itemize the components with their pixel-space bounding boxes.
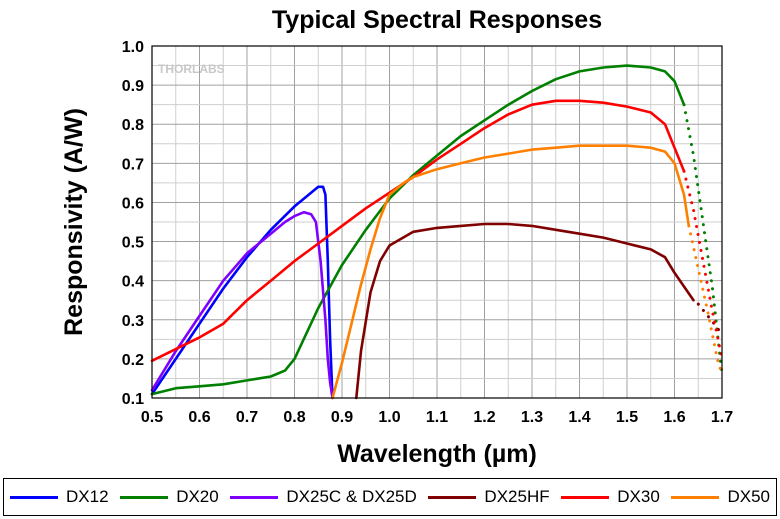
legend-item: DX12 <box>10 487 109 507</box>
x-tick-labels: 0.5 0.6 0.7 0.8 0.9 1.0 1.1 1.2 1.3 1.4 1.5 1.6 1.7 <box>141 409 733 426</box>
spectral-response-chart: Typical Spectral Responses THORLABS 0.5 0… <box>60 6 733 468</box>
x-tick-label: 1.6 <box>663 409 685 426</box>
chart-grid <box>151 45 723 399</box>
x-tick-label: 1.1 <box>426 409 448 426</box>
legend-swatch <box>120 495 169 499</box>
x-tick-label: 0.9 <box>331 409 353 426</box>
legend-label: DX50 <box>727 487 770 506</box>
legend-swatch <box>671 495 720 499</box>
x-tick-label: 1.7 <box>711 409 733 426</box>
plot-frame <box>151 45 723 399</box>
watermark-logo: THORLABS <box>158 62 225 76</box>
series-line-dx25hf <box>354 222 695 400</box>
series-line-dx30-dotted-tail <box>682 169 724 361</box>
legend-swatch <box>230 495 279 499</box>
x-tick-label: 1.5 <box>616 409 638 426</box>
legend-item: DX30 <box>561 487 660 507</box>
legend-swatch <box>428 495 477 499</box>
legend-label: DX30 <box>617 487 660 506</box>
legend-label: DX25C & DX25D <box>286 487 417 506</box>
series-line-dx50 <box>331 144 691 400</box>
y-tick-label: 0.9 <box>122 78 144 95</box>
y-tick-label: 0.3 <box>122 313 144 330</box>
y-tick-labels: 0.1 0.2 0.3 0.4 0.5 0.6 0.7 0.8 0.9 1.0 <box>122 39 144 408</box>
x-tick-label: 1.3 <box>521 409 543 426</box>
x-tick-label: 0.6 <box>188 409 210 426</box>
legend-label: DX20 <box>176 487 219 506</box>
x-tick-label: 1.0 <box>378 409 400 426</box>
series-line-dx20 <box>150 64 686 396</box>
x-tick-label: 0.5 <box>141 409 163 426</box>
x-tick-label: 0.7 <box>236 409 258 426</box>
y-tick-label: 1.0 <box>122 39 144 56</box>
y-axis-label: Responsivity (A/W) <box>60 108 88 336</box>
chart-legend: DX12 DX20 DX25C & DX25D DX25HF DX30 DX50 <box>3 478 777 516</box>
x-tick-label: 1.4 <box>568 409 590 426</box>
series-line-dx25hf-dotted-tail <box>696 302 724 337</box>
series-line-dx25c-dx25d <box>150 210 334 400</box>
y-tick-label: 0.2 <box>122 352 144 369</box>
series-line-dx30 <box>150 99 686 363</box>
series-line-dx20-dotted-tail <box>682 103 724 376</box>
y-tick-label: 0.8 <box>122 117 144 134</box>
y-tick-label: 0.5 <box>122 235 144 252</box>
legend-item: DX20 <box>120 487 219 507</box>
x-tick-label: 0.8 <box>283 409 305 426</box>
y-tick-label: 0.4 <box>122 274 144 291</box>
y-tick-label: 0.1 <box>122 391 144 408</box>
legend-swatch <box>561 495 610 499</box>
chart-series <box>150 64 724 400</box>
x-tick-label: 1.2 <box>473 409 495 426</box>
series-line-dx12 <box>150 185 334 400</box>
legend-swatch <box>10 495 58 499</box>
legend-item: DX50 <box>671 487 770 507</box>
y-tick-label: 0.6 <box>122 195 144 212</box>
x-axis-label: Wavelength (µm) <box>337 440 537 468</box>
series-line-dx50-dotted-tail <box>687 224 724 376</box>
legend-item: DX25C & DX25D <box>230 487 417 507</box>
legend-label: DX25HF <box>484 487 550 506</box>
y-tick-label: 0.7 <box>122 156 144 173</box>
chart-title: Typical Spectral Responses <box>272 6 602 34</box>
legend-label: DX12 <box>66 487 109 506</box>
legend-item: DX25HF <box>428 487 550 507</box>
